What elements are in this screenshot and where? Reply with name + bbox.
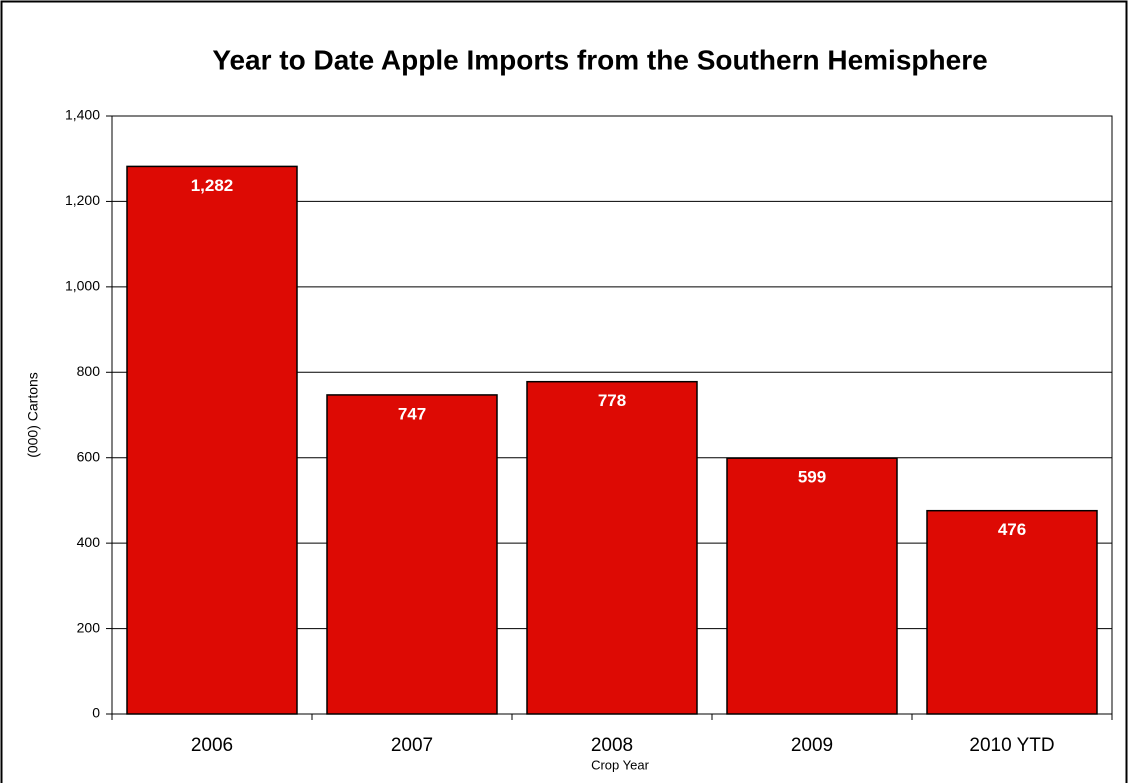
x-tick-label: 2009 <box>791 735 833 756</box>
x-tick-label: 2007 <box>391 735 433 756</box>
value-label: 599 <box>798 468 826 487</box>
x-tick-label: 2010 YTD <box>969 735 1054 756</box>
y-tick-label: 0 <box>92 705 100 721</box>
value-label: 476 <box>998 520 1026 539</box>
chart-title: Year to Date Apple Imports from the Sout… <box>212 44 987 75</box>
y-tick-label: 200 <box>77 619 101 635</box>
y-tick-label: 800 <box>77 363 101 379</box>
bar <box>326 394 498 715</box>
y-tick-label: 1,400 <box>65 107 100 123</box>
value-label: 747 <box>398 404 426 423</box>
value-label: 778 <box>598 391 626 410</box>
x-tick-label: 2006 <box>191 735 233 756</box>
y-tick-label: 1,000 <box>65 278 100 294</box>
x-axis-label: Crop Year <box>591 757 649 772</box>
y-tick-label: 400 <box>77 534 101 550</box>
bar <box>126 165 298 715</box>
bar <box>926 509 1098 715</box>
y-axis-label: (000) Cartons <box>25 372 41 458</box>
x-tick-label: 2008 <box>591 735 633 756</box>
value-label: 1,282 <box>191 176 234 195</box>
y-tick-label: 1,200 <box>65 192 100 208</box>
bar <box>526 380 698 715</box>
y-tick-label: 600 <box>77 448 101 464</box>
bar <box>726 457 898 715</box>
